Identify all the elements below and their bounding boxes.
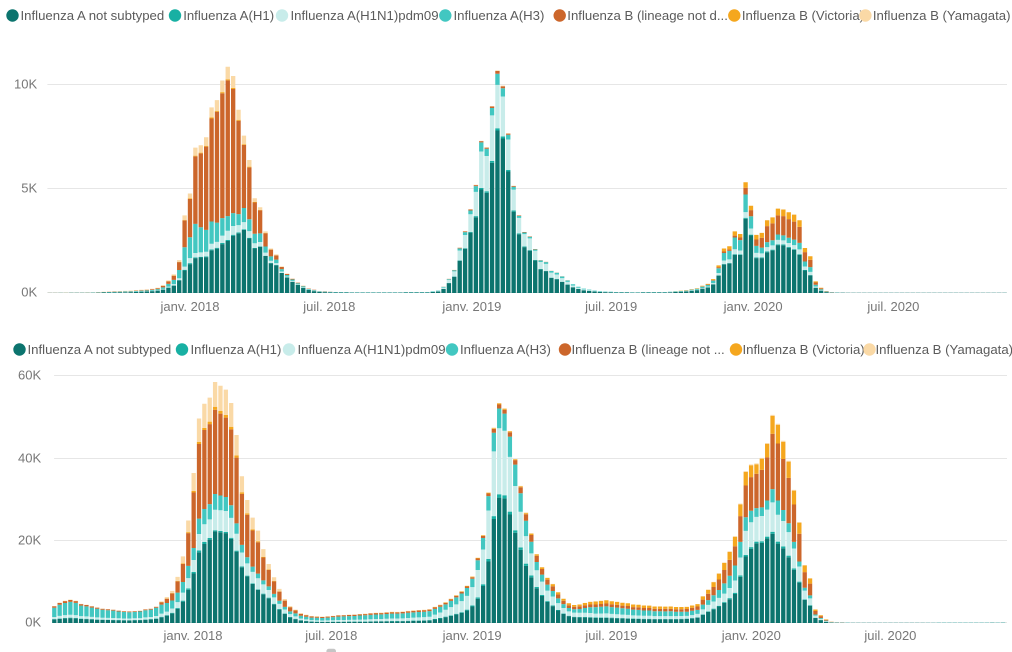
svg-text:Influenza A(H1N1)pdm09: Influenza A(H1N1)pdm09	[298, 342, 446, 357]
svg-text:janv. 2019: janv. 2019	[442, 628, 502, 643]
svg-text:Influenza A not subtyped: Influenza A not subtyped	[21, 8, 165, 23]
svg-text:Influenza A(H1): Influenza A(H1)	[183, 8, 274, 23]
svg-text:20K: 20K	[18, 533, 41, 548]
svg-text:Influenza B (Victoria): Influenza B (Victoria)	[743, 342, 865, 357]
svg-text:juil. 2020: juil. 2020	[863, 628, 916, 643]
svg-text:Influenza A(H1N1)pdm09: Influenza A(H1N1)pdm09	[291, 8, 439, 23]
svg-text:janv. 2019: janv. 2019	[441, 299, 501, 314]
svg-text:juil. 2020: juil. 2020	[866, 299, 919, 314]
svg-text:janv. 2018: janv. 2018	[162, 628, 222, 643]
svg-text:Influenza B (Victoria): Influenza B (Victoria)	[742, 8, 864, 23]
svg-text:0K: 0K	[21, 285, 37, 300]
svg-text:janv. 2018: janv. 2018	[159, 299, 219, 314]
svg-text:Influenza A not subtyped: Influenza A not subtyped	[28, 342, 172, 357]
svg-text:5K: 5K	[21, 181, 37, 196]
svg-text:juil. 2019: juil. 2019	[584, 299, 637, 314]
svg-text:janv. 2020: janv. 2020	[721, 628, 781, 643]
svg-text:40K: 40K	[18, 451, 41, 466]
svg-text:Influenza B (Yamagata): Influenza B (Yamagata)	[873, 8, 1011, 23]
svg-text:10K: 10K	[14, 77, 37, 92]
svg-text:Influenza B (Yamagata): Influenza B (Yamagata)	[876, 342, 1012, 357]
svg-text:Influenza A(H1): Influenza A(H1)	[191, 342, 282, 357]
svg-text:Influenza A(H3): Influenza A(H3)	[454, 8, 545, 23]
svg-text:juil. 2018: juil. 2018	[302, 299, 355, 314]
svg-text:Influenza A(H3): Influenza A(H3)	[460, 342, 551, 357]
svg-text:juil. 2018: juil. 2018	[304, 628, 357, 643]
svg-text:60K: 60K	[18, 368, 41, 383]
svg-text:Influenza B (lineage not ...: Influenza B (lineage not ...	[572, 342, 725, 357]
svg-text:juil. 2019: juil. 2019	[584, 628, 637, 643]
svg-text:Influenza B (lineage not d...: Influenza B (lineage not d...	[567, 8, 728, 23]
svg-text:janv. 2020: janv. 2020	[723, 299, 783, 314]
svg-text:0K: 0K	[25, 615, 41, 630]
